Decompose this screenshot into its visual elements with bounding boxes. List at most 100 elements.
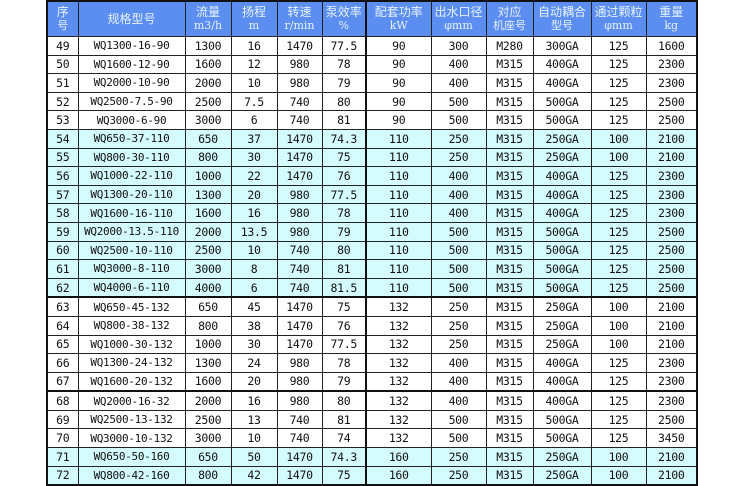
table-row: 50 WQ1600-12-90 1600 12 980 78 90 400 M315 400GA 1… — [46, 54, 698, 75]
cell-outlet-diameter: 250 — [430, 128, 487, 149]
cell-outlet-diameter: 400 — [430, 371, 487, 392]
cell-index: 67 — [46, 371, 79, 392]
header-unit: % — [338, 19, 349, 32]
cell-particle: 125 — [590, 371, 647, 392]
cell-outlet-diameter: 500 — [430, 110, 487, 130]
cell-model: WQ1300-24-132 — [77, 353, 186, 373]
cell-head: 6 — [230, 110, 278, 130]
cell-flow: 800 — [184, 147, 232, 168]
cell-flow: 800 — [184, 315, 232, 336]
cell-speed: 980 — [276, 353, 323, 373]
cell-particle: 125 — [590, 166, 647, 186]
cell-efficiency: 75 — [321, 465, 367, 486]
cell-frame: M315 — [485, 166, 534, 186]
cell-frame: M315 — [485, 277, 534, 298]
cell-weight: 2500 — [645, 221, 698, 242]
cell-weight: 2100 — [645, 447, 698, 467]
header-unit: φmm — [444, 19, 473, 32]
cell-frame: M315 — [485, 184, 534, 205]
cell-power: 132 — [365, 315, 432, 336]
cell-outlet-diameter: 400 — [430, 166, 487, 186]
table-row: 62 WQ4000-6-110 4000 6 740 81.5 110 500 M315 500G… — [46, 277, 698, 298]
cell-speed: 740 — [276, 428, 323, 449]
cell-flow: 1600 — [184, 371, 232, 392]
header-label: 出水口径 — [434, 5, 483, 19]
cell-coupling: 250GA — [532, 296, 592, 317]
header-particle: 通过颗粒 φmm — [590, 0, 647, 37]
header-label: 流量 — [195, 5, 220, 19]
cell-weight: 2500 — [645, 409, 698, 430]
cell-frame: M315 — [485, 110, 534, 130]
cell-speed: 1470 — [276, 315, 323, 336]
header-unit: φmm — [604, 19, 633, 32]
cell-index: 70 — [46, 428, 79, 449]
cell-flow: 650 — [184, 128, 232, 149]
header-label: 重量 — [659, 5, 684, 19]
cell-head: 13 — [230, 409, 278, 430]
cell-frame: M315 — [485, 54, 534, 75]
cell-head: 13.5 — [230, 221, 278, 242]
cell-efficiency: 79 — [321, 73, 367, 93]
table-row: 52 WQ2500-7.5-90 2500 7.5 740 80 90 500 M315 500G… — [46, 91, 698, 112]
cell-frame: M315 — [485, 390, 534, 411]
cell-frame: M315 — [485, 296, 534, 317]
cell-outlet-diameter: 300 — [430, 36, 487, 56]
table-row: 55 WQ800-30-110 800 30 1470 75 110 250 M315 250GA… — [46, 147, 698, 168]
cell-head: 45 — [230, 296, 278, 317]
cell-outlet-diameter: 500 — [430, 409, 487, 430]
cell-efficiency: 81 — [321, 110, 367, 130]
cell-flow: 1000 — [184, 334, 232, 355]
cell-particle: 100 — [590, 296, 647, 317]
cell-model: WQ1600-16-110 — [77, 203, 186, 223]
cell-index: 71 — [46, 447, 79, 467]
cell-speed: 1470 — [276, 128, 323, 149]
cell-speed: 980 — [276, 390, 323, 411]
header-label: 通过颗粒 — [594, 5, 643, 19]
table-row: 54 WQ650-37-110 650 37 1470 74.3 110 250 M315 250… — [46, 128, 698, 149]
cell-index: 72 — [46, 465, 79, 486]
cell-flow: 2000 — [184, 73, 232, 93]
cell-flow: 2000 — [184, 390, 232, 411]
header-unit: m — [248, 19, 260, 32]
cell-power: 110 — [365, 184, 432, 205]
cell-power: 110 — [365, 147, 432, 168]
cell-frame: M315 — [485, 428, 534, 449]
cell-model: WQ1000-22-110 — [77, 166, 186, 186]
cell-index: 53 — [46, 110, 79, 130]
header-outlet-diameter: 出水口径 φmm — [430, 0, 487, 37]
cell-efficiency: 80 — [321, 91, 367, 112]
cell-speed: 980 — [276, 371, 323, 392]
cell-outlet-diameter: 500 — [430, 91, 487, 112]
cell-flow: 800 — [184, 465, 232, 486]
header-row: 序号规格型号 流量 m3/h 扬程 m 转速 r/min 泵效率% 配套功率 kW 出水口径 φmm 对… — [46, 0, 698, 37]
cell-particle: 100 — [590, 315, 647, 336]
cell-index: 54 — [46, 128, 79, 149]
cell-coupling: 400GA — [532, 203, 592, 223]
cell-index: 52 — [46, 91, 79, 112]
cell-particle: 125 — [590, 203, 647, 223]
cell-coupling: 500GA — [532, 428, 592, 449]
cell-coupling: 400GA — [532, 371, 592, 392]
cell-index: 55 — [46, 147, 79, 168]
cell-frame: M315 — [485, 240, 534, 261]
cell-index: 56 — [46, 166, 79, 186]
cell-coupling: 500GA — [532, 110, 592, 130]
cell-efficiency: 74 — [321, 428, 367, 449]
cell-power: 110 — [365, 166, 432, 186]
cell-frame: M315 — [485, 147, 534, 168]
cell-weight: 2100 — [645, 465, 698, 486]
cell-index: 65 — [46, 334, 79, 355]
cell-power: 90 — [365, 54, 432, 75]
cell-outlet-diameter: 250 — [430, 465, 487, 486]
cell-flow: 2500 — [184, 240, 232, 261]
header-weight: 重量 kg — [645, 0, 698, 37]
cell-speed: 1470 — [276, 36, 323, 56]
cell-index: 60 — [46, 240, 79, 261]
cell-weight: 2100 — [645, 147, 698, 168]
table-row: 51 WQ2000-10-90 2000 10 980 79 90 400 M315 400GA 1… — [46, 73, 698, 93]
cell-head: 10 — [230, 240, 278, 261]
table-row: 65 WQ1000-30-132 1000 30 1470 77.5 132 250 M315 2… — [46, 334, 698, 355]
cell-model: WQ4000-6-110 — [77, 277, 186, 298]
cell-particle: 125 — [590, 110, 647, 130]
table-row: 49 WQ1300-16-90 1300 16 1470 77.5 90 300 M280 300… — [46, 36, 698, 56]
